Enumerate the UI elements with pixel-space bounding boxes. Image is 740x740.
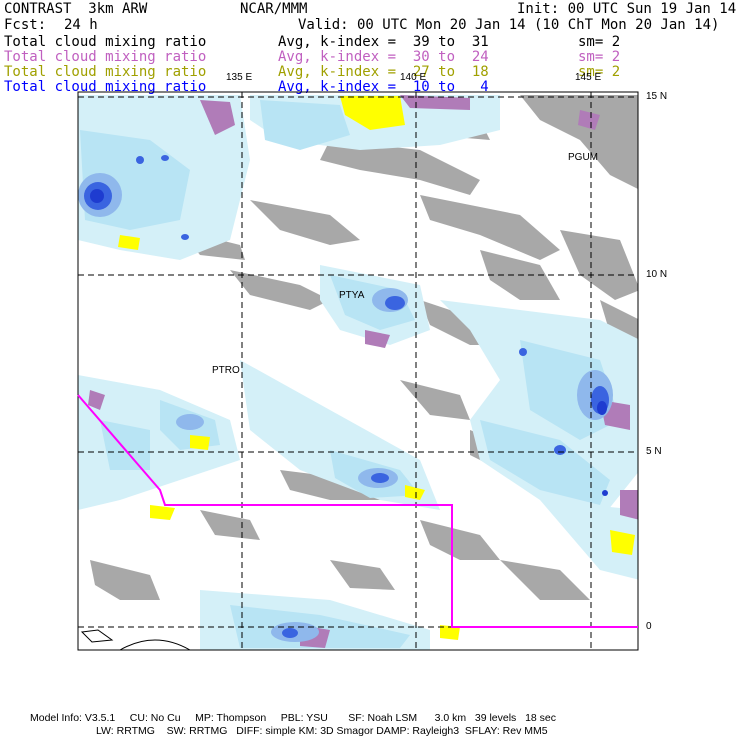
field-1-stat: Avg, k-index = 39 to 31 bbox=[278, 34, 489, 50]
field-2-sm: sm= 2 bbox=[578, 49, 621, 65]
lat-label-0: 0 bbox=[646, 621, 652, 632]
purple-field bbox=[88, 95, 638, 648]
model-info-line2: LW: RRTMG SW: RRTMG DIFF: simple KM: 3D … bbox=[96, 725, 548, 737]
yellow-field bbox=[118, 96, 635, 640]
lat-label-5n: 5 N bbox=[646, 446, 662, 457]
field-2-name: Total cloud mixing ratio bbox=[4, 49, 207, 65]
map-field bbox=[78, 95, 638, 650]
field-1-sm: sm= 2 bbox=[578, 34, 621, 50]
field-3-sm: sm= 2 bbox=[578, 64, 621, 80]
init-time: Init: 00 UTC Sun 19 Jan 14 bbox=[517, 1, 737, 17]
field-4-stat: Avg, k-index = 10 to 4 bbox=[278, 79, 489, 95]
lat-lon-grid bbox=[78, 92, 638, 650]
fcst-label: Fcst: bbox=[4, 17, 47, 33]
map-frame bbox=[77, 91, 639, 651]
boundary-line bbox=[77, 394, 638, 628]
station-pgum: PGUM bbox=[568, 152, 598, 163]
station-ptya: PTYA bbox=[339, 290, 365, 301]
lat-label-10n: 10 N bbox=[646, 269, 668, 280]
lon-label-135: 135 E bbox=[226, 72, 253, 83]
lat-label-15n: 15 N bbox=[646, 91, 668, 102]
blue-cores-dark bbox=[84, 155, 609, 638]
field-3-stat: Avg, k-index = 27 to 18 bbox=[278, 64, 489, 80]
valid-time: Valid: 00 UTC Mon 20 Jan 14 (10 ChT Mon … bbox=[298, 17, 720, 33]
field-4-name: Total cloud mixing ratio bbox=[4, 79, 207, 95]
lon-label-140: 140 E bbox=[400, 72, 427, 83]
field-3-name: Total cloud mixing ratio bbox=[4, 64, 207, 80]
center-title: NCAR/MMM bbox=[240, 1, 308, 17]
model-info-line1: Model Info: V3.5.1 CU: No Cu MP: Thompso… bbox=[30, 712, 556, 724]
model-title: CONTRAST 3km ARW bbox=[4, 1, 148, 17]
blue-cores-deep bbox=[90, 189, 608, 496]
fcst-value: 24 h bbox=[64, 17, 98, 33]
station-ptro: PTRO bbox=[212, 365, 240, 376]
field-1-name: Total cloud mixing ratio bbox=[4, 34, 207, 50]
island-outline bbox=[80, 629, 191, 651]
lon-label-145: 145 E bbox=[575, 72, 602, 83]
field-2-stat: Avg, k-index = 30 to 24 bbox=[278, 49, 489, 65]
